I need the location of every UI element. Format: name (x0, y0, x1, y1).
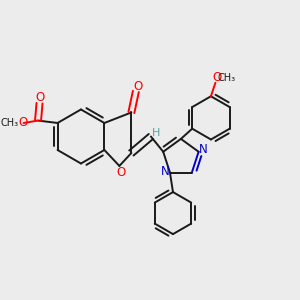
Text: CH₃: CH₃ (1, 118, 19, 128)
Text: N: N (161, 165, 170, 178)
Text: CH₃: CH₃ (218, 73, 236, 83)
Text: O: O (18, 116, 27, 130)
Text: N: N (199, 143, 208, 157)
Text: O: O (213, 71, 222, 84)
Text: O: O (116, 166, 125, 179)
Text: H: H (152, 128, 160, 138)
Text: O: O (35, 91, 44, 104)
Text: O: O (134, 80, 143, 93)
